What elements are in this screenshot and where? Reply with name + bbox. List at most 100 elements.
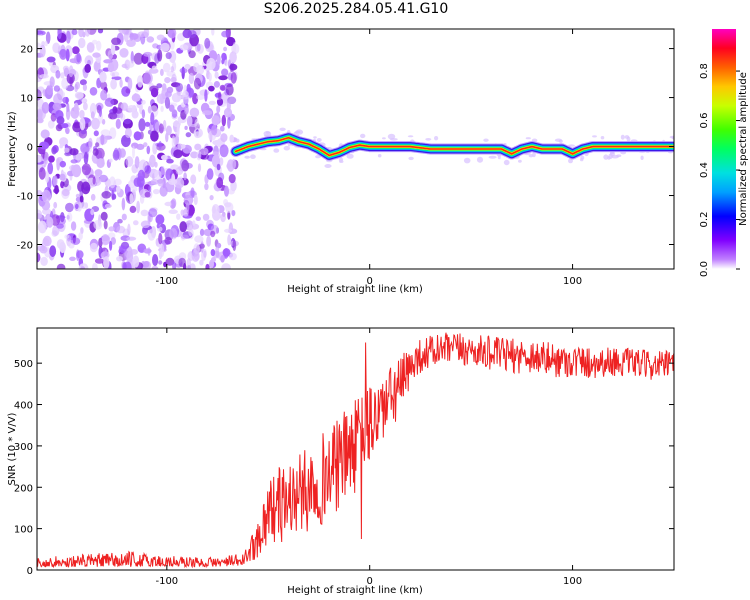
spectrogram-noise-blob	[82, 84, 87, 91]
snr-ytick-label: 100	[14, 525, 33, 536]
spectrogram-noise-blob	[152, 188, 160, 195]
spectrogram-noise-blob	[163, 261, 167, 268]
spectrogram-noise-blob	[81, 181, 91, 195]
spectrogram-noise-blob	[108, 226, 115, 232]
spectrogram-noise-blob	[95, 142, 100, 148]
spectrogram-noise-blob	[160, 166, 165, 175]
spectrogram-noise-blob	[130, 51, 134, 64]
snr-ytick-label: 300	[14, 442, 33, 453]
spectrogram-noise-blob	[210, 249, 216, 257]
spectrogram-noise-blob	[119, 48, 129, 58]
spectrogram-noise-blob	[171, 198, 177, 209]
spectrogram-noise-blob	[41, 200, 51, 211]
spectrogram-noise-blob	[81, 163, 91, 176]
spectrogram-noise-blob	[181, 144, 186, 149]
spectrogram-noise-blob	[115, 118, 121, 129]
spectrogram-halo-blob	[244, 155, 250, 159]
spectrogram-noise-blob	[229, 63, 238, 71]
spectrogram-noise-blob	[100, 211, 108, 221]
spectrogram-noise-blob	[69, 148, 79, 156]
snr-ytick-label: 200	[14, 483, 33, 494]
spectrogram-noise-blob	[164, 77, 171, 84]
spectrogram-noise-blob	[197, 163, 202, 172]
spectrogram-noise-blob	[156, 223, 160, 229]
spectrogram-noise-blob	[188, 224, 193, 237]
spectrogram-noise-blob	[148, 185, 152, 193]
spectrogram-noise-blob	[216, 163, 221, 171]
spectrogram-noise-blob	[119, 245, 127, 254]
spectrogram-noise-blob	[44, 40, 48, 47]
spectrogram-noise-blob	[39, 44, 46, 58]
spectrogram-halo-blob	[525, 137, 531, 140]
spectrogram-noise-blob	[75, 203, 79, 210]
spectrogram-noise-blob	[208, 85, 215, 92]
spectrogram-noise-blob	[98, 237, 103, 248]
spectrogram-noise-blob	[56, 116, 65, 125]
spectrogram-noise-blob	[65, 48, 70, 62]
spectrogram-noise-blob	[180, 234, 189, 240]
spectrogram-ytick-label: 0	[27, 143, 33, 154]
spectrogram-noise-blob	[56, 223, 64, 229]
spectrogram-noise-blob	[162, 62, 171, 73]
spectrogram-noise-blob	[100, 134, 105, 146]
spectrogram-noise-blob	[66, 102, 70, 113]
spectrogram-noise-blob	[100, 129, 111, 137]
spectrogram-noise-blob	[92, 262, 98, 269]
spectrogram-noise-blob	[158, 260, 163, 265]
spectrogram-noise-blob	[205, 263, 210, 269]
spectrogram-noise-blob	[56, 263, 66, 269]
spectrogram-noise-blob	[179, 44, 189, 51]
spectrogram-noise-blob	[126, 251, 134, 263]
spectrogram-halo-blob	[532, 152, 536, 158]
spectrogram-halo-blob	[316, 138, 322, 142]
spectrogram-halo-blob	[346, 153, 354, 159]
spectrogram-noise-blob	[137, 169, 145, 182]
spectrogram-noise-blob	[176, 123, 180, 137]
spectrogram-noise	[37, 29, 674, 269]
snr-series-line	[37, 332, 674, 569]
snr-xlabel: Height of straight line (km)	[287, 585, 423, 596]
spectrogram-noise-blob	[143, 248, 152, 254]
spectrogram-noise-blob	[211, 204, 220, 217]
spectrogram-noise-blob	[41, 102, 50, 114]
spectrogram-noise-blob	[126, 236, 137, 241]
spectrogram-noise-blob	[129, 205, 137, 213]
spectrogram-noise-blob	[42, 208, 52, 215]
spectrogram-halo-blob	[476, 156, 484, 163]
spectrogram-noise-blob	[196, 94, 205, 100]
spectrogram-noise-blob	[161, 83, 167, 91]
spectrogram-noise-blob	[184, 105, 189, 115]
spectrogram-noise-blob	[157, 178, 164, 187]
spectrogram-noise-blob	[101, 234, 111, 245]
spectrogram-track	[230, 132, 674, 161]
spectrogram-noise-blob	[160, 68, 164, 76]
spectrogram-noise-blob	[150, 130, 159, 142]
spectrogram-noise-blob	[111, 193, 117, 200]
spectrogram-noise-blob	[79, 79, 87, 86]
spectrogram-noise-blob	[132, 255, 140, 268]
spectrogram-halo-blob	[518, 159, 522, 163]
spectrogram-noise-blob	[92, 148, 99, 156]
spectrogram-noise-blob	[76, 250, 84, 259]
spectrogram-track-layer-5	[235, 136, 674, 157]
spectrogram-noise-blob	[101, 191, 112, 199]
spectrogram-noise-blob	[168, 209, 178, 214]
spectrogram-noise-blob	[221, 30, 229, 38]
spectrogram-noise-blob	[140, 220, 151, 229]
spectrogram-noise-blob	[132, 145, 135, 159]
spectrogram-noise-blob	[152, 254, 159, 266]
snr-ytick-label: 500	[14, 359, 33, 370]
spectrogram-noise-blob	[142, 261, 150, 268]
spectrogram-noise-blob	[59, 137, 69, 147]
spectrogram-noise-blob	[39, 74, 49, 79]
spectrogram-noise-blob	[196, 43, 201, 52]
spectrogram-noise-blob	[195, 216, 201, 221]
spectrogram-noise-blob	[37, 108, 44, 118]
spectrogram-noise-blob	[99, 71, 107, 83]
spectrogram-noise-blob	[216, 177, 224, 189]
spectrogram-halo-blob	[313, 136, 317, 139]
spectrogram-noise-blob	[110, 79, 117, 90]
spectrogram-noise-blob	[39, 141, 50, 150]
spectrogram-noise-blob	[123, 261, 132, 269]
spectrogram-noise-blob	[208, 100, 216, 105]
